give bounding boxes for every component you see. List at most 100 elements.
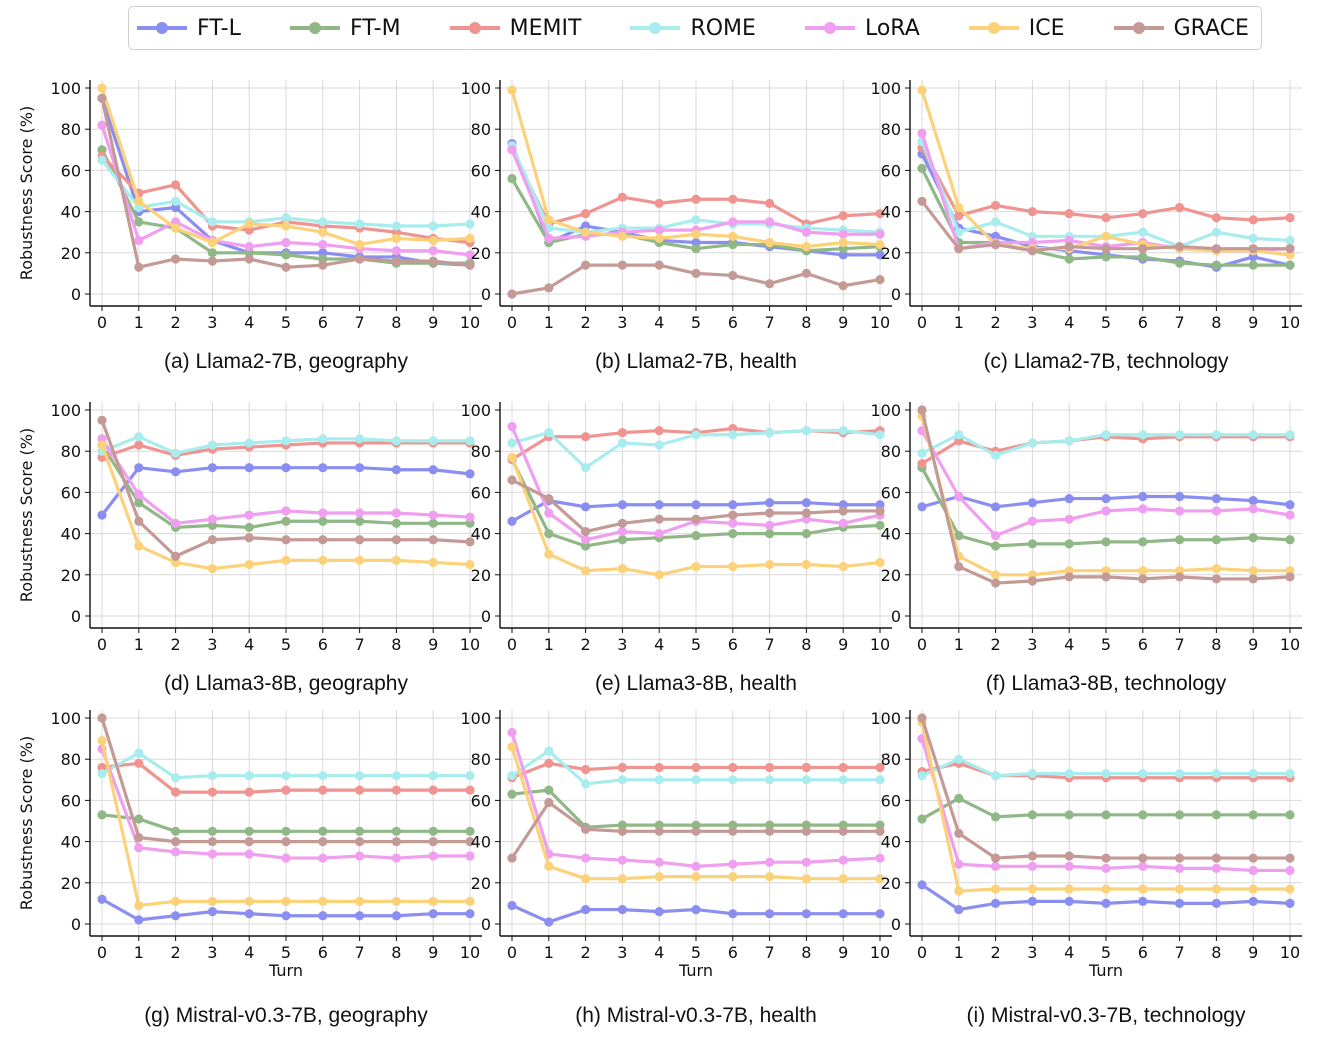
data-point [617, 526, 628, 537]
data-point [428, 235, 438, 246]
data-point [134, 235, 144, 246]
data-point [244, 438, 254, 448]
data-point [691, 215, 701, 225]
data-point [1101, 863, 1111, 873]
data-point [355, 463, 365, 473]
data-point [875, 826, 885, 836]
x-tick-label: 3 [1027, 313, 1037, 332]
legend-item: ROME [630, 16, 756, 41]
data-point [507, 475, 517, 485]
data-point [134, 262, 144, 272]
data-point [1285, 865, 1295, 876]
x-tick-label: 6 [1138, 943, 1148, 962]
data-point [281, 771, 291, 781]
data-point [765, 217, 775, 227]
y-tick-label: 80 [61, 120, 81, 139]
data-point [691, 268, 701, 278]
data-point [1211, 535, 1221, 545]
data-point [1027, 851, 1037, 861]
data-point [728, 510, 738, 520]
data-point [1027, 861, 1037, 871]
data-point [1248, 244, 1258, 254]
data-point [1027, 576, 1037, 586]
data-point [1248, 574, 1258, 584]
data-point [765, 857, 775, 867]
data-point [765, 872, 775, 882]
data-point [97, 155, 107, 165]
x-tick-label: 0 [917, 635, 927, 654]
data-point [391, 465, 401, 475]
data-point [1285, 810, 1295, 820]
data-point [134, 758, 144, 768]
data-point [1211, 810, 1221, 820]
data-point [207, 217, 217, 227]
data-point [544, 508, 554, 518]
x-tick-label: 10 [1280, 313, 1300, 332]
legend-label: FT-M [349, 15, 401, 41]
data-point [1064, 884, 1074, 894]
data-point [1138, 252, 1148, 262]
data-point [97, 93, 107, 103]
x-tick-label: 5 [1101, 313, 1111, 332]
data-point [244, 559, 254, 570]
data-point [1064, 493, 1074, 504]
data-point [318, 853, 328, 863]
data-point [1101, 231, 1111, 241]
data-point [617, 231, 628, 241]
data-point [691, 826, 701, 836]
data-point [917, 814, 927, 824]
legend-item: FT-L [137, 16, 241, 41]
data-point [97, 736, 107, 746]
data-point [544, 758, 554, 768]
data-point [1285, 244, 1295, 254]
data-point [617, 428, 628, 438]
subplot-caption: (g) Mistral-v0.3-7B, geography [144, 1004, 428, 1027]
data-point [991, 853, 1001, 863]
data-point [875, 762, 885, 773]
data-point [507, 742, 517, 752]
x-tick-label: 2 [581, 635, 591, 654]
data-point [1027, 207, 1037, 217]
data-point [1138, 896, 1148, 906]
data-point [917, 163, 927, 173]
y-tick-label: 60 [61, 161, 81, 180]
data-point [728, 859, 738, 869]
data-point [428, 436, 438, 446]
data-point [97, 894, 107, 904]
data-point [765, 428, 775, 438]
data-point [134, 843, 144, 853]
data-point [1248, 496, 1258, 506]
data-point [654, 198, 664, 208]
data-point [244, 771, 254, 781]
data-point [1211, 574, 1221, 584]
data-point [617, 260, 628, 270]
data-point [1027, 769, 1037, 779]
data-point [1138, 537, 1148, 547]
data-point [171, 826, 181, 836]
data-point [1064, 851, 1074, 861]
data-point [875, 274, 885, 285]
data-point [691, 561, 701, 572]
data-point [97, 83, 107, 93]
data-point [765, 508, 775, 518]
legend-item: FT-M [289, 15, 401, 41]
data-point [465, 260, 475, 270]
data-point [465, 469, 475, 479]
data-point [1248, 865, 1258, 876]
y-tick-label: 80 [471, 750, 491, 769]
y-tick-label: 40 [471, 833, 491, 852]
x-tick-label: 8 [1211, 313, 1221, 332]
data-point [1101, 572, 1111, 582]
y-tick-label: 40 [61, 203, 81, 222]
y-tick-label: 40 [471, 203, 491, 222]
data-point [391, 896, 401, 906]
data-point [207, 440, 217, 450]
data-point [991, 861, 1001, 871]
data-point [318, 555, 328, 565]
data-point [1064, 209, 1074, 219]
data-point [1248, 810, 1258, 820]
data-point [244, 242, 254, 252]
data-point [581, 209, 591, 219]
